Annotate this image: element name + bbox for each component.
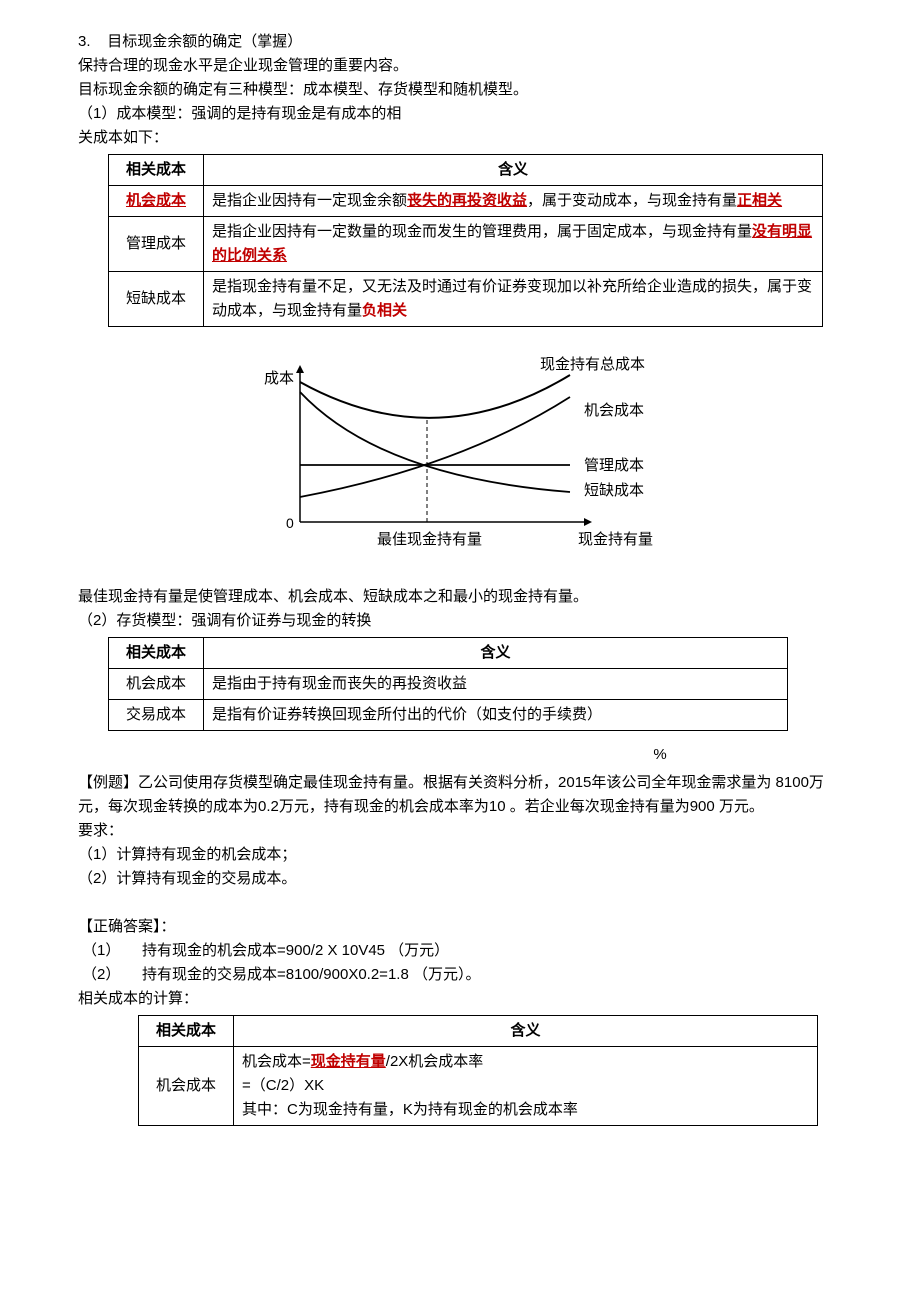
col-header: 含义 [204, 638, 788, 669]
intro-line-3: 关成本如下： [78, 126, 842, 150]
table-row: 管理成本 是指企业因持有一定数量的现金而发生的管理费用，属于固定成本，与现金持有… [109, 217, 823, 272]
col-header: 含义 [234, 1016, 818, 1047]
intro-line-2: （1）成本模型：强调的是持有现金是有成本的相 [78, 102, 842, 126]
heading-num: 3. [78, 33, 91, 50]
table-row: 机会成本 是指企业因持有一定现金余额丧失的再投资收益，属于变动成本，与现金持有量… [109, 186, 823, 217]
cell-def: 机会成本=现金持有量/2X机会成本率 =（C/2）XK 其中：C为现金持有量，K… [234, 1047, 818, 1126]
cost-model-table: 相关成本 含义 机会成本 是指企业因持有一定现金余额丧失的再投资收益，属于变动成… [108, 154, 823, 327]
intro-line-1: 目标现金余额的确定有三种模型：成本模型、存货模型和随机模型。 [78, 78, 842, 102]
cell-def: 是指由于持有现金而丧失的再投资收益 [204, 669, 788, 700]
answer-2: （2）持有现金的交易成本=8100/900X0.2=1.8 （万元）。 [78, 963, 842, 987]
col-header: 相关成本 [109, 638, 204, 669]
after-chart-text: 最佳现金持有量是使管理成本、机会成本、短缺成本之和最小的现金持有量。 [78, 585, 842, 609]
cell-name: 管理成本 [109, 217, 204, 272]
svg-text:机会成本: 机会成本 [584, 402, 644, 419]
example-text: 【例题】乙公司使用存货模型确定最佳现金持有量。根据有关资料分析，2015年该公司… [78, 771, 842, 819]
table-row: 机会成本 是指由于持有现金而丧失的再投资收益 [109, 669, 788, 700]
cost-curve-chart: 0 成本现金持有量 管理成本短缺成本 机会成本 现金持有总成本最佳现金持有量 [78, 347, 842, 565]
req-1: （1）计算持有现金的机会成本； [78, 843, 842, 867]
answer-label: 【正确答案】： [78, 915, 842, 939]
intro-line-0: 保持合理的现金水平是企业现金管理的重要内容。 [78, 54, 842, 78]
section-heading: 3. 目标现金余额的确定（掌握） [78, 30, 842, 54]
heading-title: 目标现金余额的确定（掌握） [107, 33, 302, 50]
cell-name: 短缺成本 [109, 272, 204, 327]
svg-text:现金持有量: 现金持有量 [578, 531, 653, 548]
cell-name: 交易成本 [109, 700, 204, 731]
svg-text:最佳现金持有量: 最佳现金持有量 [377, 531, 482, 548]
svg-text:管理成本: 管理成本 [584, 457, 644, 474]
svg-text:现金持有总成本: 现金持有总成本 [540, 356, 645, 373]
table-row: 交易成本 是指有价证券转换回现金所付出的代价（如支付的手续费） [109, 700, 788, 731]
table-row: 相关成本 含义 [139, 1016, 818, 1047]
cell-def: 是指企业因持有一定现金余额丧失的再投资收益，属于变动成本，与现金持有量正相关 [204, 186, 823, 217]
svg-text:成本: 成本 [264, 370, 294, 387]
req-label: 要求： [78, 819, 842, 843]
calc-label: 相关成本的计算： [78, 987, 842, 1011]
req-2: （2）计算持有现金的交易成本。 [78, 867, 842, 891]
inventory-model-table: 相关成本 含义 机会成本 是指由于持有现金而丧失的再投资收益 交易成本 是指有价… [108, 637, 788, 731]
col-header: 含义 [204, 155, 823, 186]
percent-symbol: % [478, 743, 842, 767]
cell-name: 机会成本 [109, 186, 204, 217]
table-row: 短缺成本 是指现金持有量不足，又无法及时通过有价证券变现加以补充所给企业造成的损… [109, 272, 823, 327]
cell-def: 是指有价证券转换回现金所付出的代价（如支付的手续费） [204, 700, 788, 731]
model2-title: （2）存货模型：强调有价证券与现金的转换 [78, 609, 842, 633]
col-header: 相关成本 [139, 1016, 234, 1047]
svg-text:0: 0 [286, 515, 294, 531]
table-row: 相关成本 含义 [109, 155, 823, 186]
cell-def: 是指现金持有量不足，又无法及时通过有价证券变现加以补充所给企业造成的损失，属于变… [204, 272, 823, 327]
cell-name: 机会成本 [109, 669, 204, 700]
svg-text:短缺成本: 短缺成本 [584, 482, 644, 499]
table-row: 机会成本 机会成本=现金持有量/2X机会成本率 =（C/2）XK 其中：C为现金… [139, 1047, 818, 1126]
cell-name: 机会成本 [139, 1047, 234, 1126]
answer-1: （1）持有现金的机会成本=900/2 X 10V45 （万元） [78, 939, 842, 963]
cell-def: 是指企业因持有一定数量的现金而发生的管理费用，属于固定成本，与现金持有量没有明显… [204, 217, 823, 272]
calc-table: 相关成本 含义 机会成本 机会成本=现金持有量/2X机会成本率 =（C/2）XK… [138, 1015, 818, 1126]
table-row: 相关成本 含义 [109, 638, 788, 669]
col-header: 相关成本 [109, 155, 204, 186]
